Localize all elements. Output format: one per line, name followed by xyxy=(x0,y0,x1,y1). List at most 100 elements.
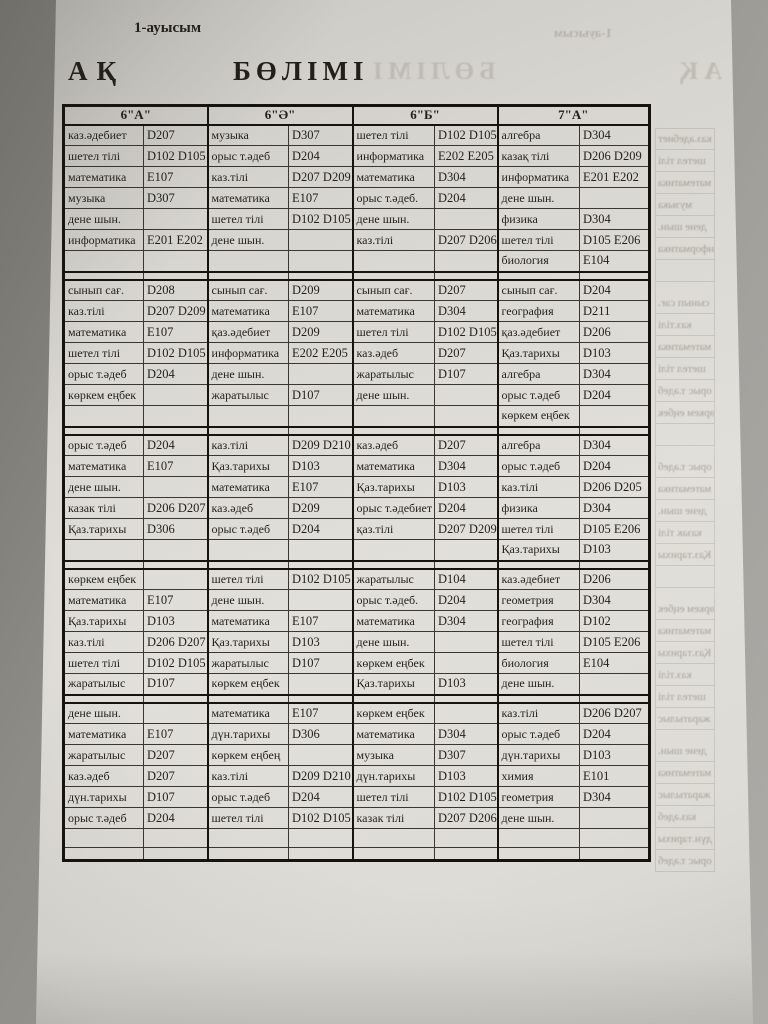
block-separator-row xyxy=(63,270,651,281)
room-cell: D209 xyxy=(288,497,354,519)
ghost-text: казак тілі xyxy=(658,526,702,539)
separator-cell xyxy=(206,425,290,436)
ghost-title-bolimi: БӨЛІМІ xyxy=(368,58,496,85)
subject-cell: музыка xyxy=(206,123,290,146)
room-cell xyxy=(434,384,499,406)
subject-cell: жаратылыс xyxy=(351,363,436,385)
separator-cell xyxy=(351,425,436,436)
room-cell: D204 xyxy=(579,723,651,745)
room-cell xyxy=(288,673,354,695)
separator-cell xyxy=(434,425,499,436)
room-cell: D107 xyxy=(142,786,209,808)
subject-cell: каз.тілі xyxy=(206,166,290,188)
subject-cell: казак тілі xyxy=(351,807,436,829)
room-cell: D207 xyxy=(434,278,499,301)
separator-cell xyxy=(579,559,651,570)
separator-cell xyxy=(579,425,651,436)
timetable-row: биология E104 xyxy=(63,250,651,272)
room-cell: D107 xyxy=(288,652,354,674)
room-cell: D206 xyxy=(579,321,651,343)
ghost-text: Қаз.тарихы xyxy=(658,548,712,561)
subject-cell: музыка xyxy=(351,744,436,766)
subject-cell: сынып сағ. xyxy=(496,278,581,301)
subject-cell: шетел тілі xyxy=(496,518,581,540)
room-cell: D204 xyxy=(142,363,209,385)
subject-cell: қаз.әдебиет xyxy=(206,321,290,343)
empty-cell xyxy=(142,847,209,861)
ghost-text: каз.әдебиет xyxy=(658,133,712,145)
room-cell: D103 xyxy=(142,610,209,632)
subject-cell: математика xyxy=(63,723,144,745)
room-cell xyxy=(434,405,499,427)
room-cell: D204 xyxy=(579,455,651,477)
room-cell xyxy=(288,589,354,611)
room-cell: E202 E205 xyxy=(434,145,499,167)
room-cell: D304 xyxy=(434,723,499,745)
separator-cell xyxy=(63,425,144,436)
room-cell: E107 xyxy=(142,589,209,611)
room-cell: D204 xyxy=(434,589,499,611)
subject-cell: математика xyxy=(351,166,436,188)
room-cell: D304 xyxy=(579,497,651,519)
empty-cell xyxy=(63,828,144,848)
subject-cell: сынып сағ. xyxy=(351,278,436,301)
empty-cell xyxy=(288,828,354,848)
room-cell: D206 D207 xyxy=(142,631,209,653)
room-cell: D304 xyxy=(434,455,499,477)
subject-cell: шетел тілі xyxy=(351,786,436,808)
subject-cell: орыс т.әдеб xyxy=(206,786,290,808)
room-cell: D103 xyxy=(434,673,499,695)
room-cell: D207 xyxy=(434,433,499,456)
room-cell: E104 xyxy=(579,250,651,272)
room-cell: D105 E206 xyxy=(579,518,651,540)
separator-cell xyxy=(496,425,581,436)
timetable-row: математика E107 дүн.тарихы D306 математика D3… xyxy=(63,723,651,745)
timetable-row: математика E107 қаз.әдебиет D209 шетел тілі D… xyxy=(63,321,651,343)
ghost-row: шетел тілі xyxy=(655,150,715,172)
subject-cell: математика xyxy=(206,187,290,209)
empty-cell xyxy=(351,847,436,861)
subject-cell: математика xyxy=(351,455,436,477)
subject-cell xyxy=(63,250,144,272)
timetable-row: математика E107 каз.тілі D207 D209 математик… xyxy=(63,166,651,188)
room-cell: D105 E206 xyxy=(579,229,651,251)
room-cell: D304 xyxy=(579,589,651,611)
ghost-text: математика xyxy=(658,176,712,189)
subject-cell xyxy=(351,405,436,427)
ghost-row: көркем еңбек xyxy=(655,402,715,424)
subject-cell: дене шын. xyxy=(496,187,581,209)
room-cell: D204 xyxy=(142,433,209,456)
separator-cell xyxy=(496,693,581,704)
shift-label: 1-ауысым xyxy=(134,20,202,36)
empty-row xyxy=(63,828,651,848)
ghost-row: математика xyxy=(655,478,715,500)
room-cell: D103 xyxy=(579,342,651,364)
room-cell xyxy=(434,250,499,272)
subject-cell: орыс т.әдеб xyxy=(496,723,581,745)
room-cell: D306 xyxy=(288,723,354,745)
room-cell: D102 D105 xyxy=(288,807,354,829)
ghost-row: көркем еңбек xyxy=(655,598,715,620)
room-cell: D304 xyxy=(579,208,651,230)
timetable-head: 6"А" 6"Ә" 6"Б" 7"А" xyxy=(62,104,651,126)
ghost-text: математика xyxy=(658,482,712,495)
subject-cell: сынып сағ. xyxy=(206,278,290,301)
subject-cell: математика xyxy=(351,723,436,745)
subject-cell: математика xyxy=(63,589,144,611)
empty-cell xyxy=(579,828,651,848)
room-cell: D304 xyxy=(434,300,499,322)
room-cell: D209 D210 xyxy=(288,433,354,456)
room-cell: E107 xyxy=(288,610,354,632)
room-cell: D206 D205 xyxy=(579,476,651,498)
ghost-row: музыка xyxy=(655,194,715,216)
timetable-row: көркем еңбек шетел тілі D102 D105 жаратылыс… xyxy=(63,567,651,590)
room-cell xyxy=(142,701,209,724)
subject-cell: казак тілі xyxy=(63,497,144,519)
subject-cell: Қаз.тарихы xyxy=(496,342,581,364)
ghost-text: шетел тілі xyxy=(658,690,706,703)
ghost-row xyxy=(655,566,715,588)
subject-cell: жаратылыс xyxy=(63,744,144,766)
subject-cell: көркем еңбек xyxy=(63,567,144,590)
room-cell xyxy=(288,405,354,427)
ghost-row: каз.әдеб xyxy=(655,806,715,828)
